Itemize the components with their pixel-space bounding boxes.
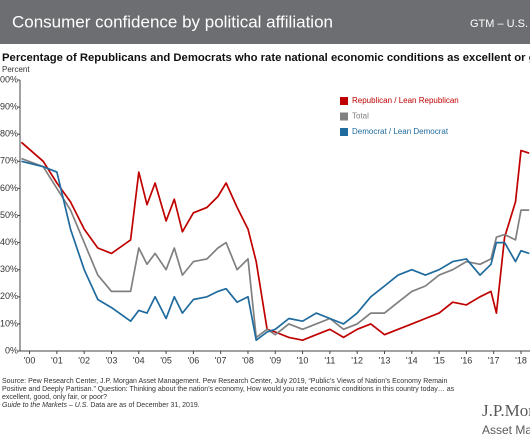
footnote: Source: Pew Research Center, J.P. Morgan… — [2, 378, 447, 385]
series-line — [21, 160, 530, 342]
header-section: GTM – U.S. — [470, 18, 528, 30]
logo-sub: Asset Management — [482, 423, 530, 437]
y-tick-label: 40% — [0, 237, 18, 247]
header-bar — [0, 0, 530, 44]
logo: J.P.Morgan — [482, 401, 530, 420]
x-tick-label: '11 — [324, 355, 335, 365]
legend-label: Republican / Lean Republican — [352, 96, 459, 105]
x-tick-label: '02 — [78, 355, 90, 365]
y-tick-label: 80% — [0, 129, 18, 139]
footnote: excellent, good, only fair, or poor? — [2, 394, 107, 401]
y-tick-label: 60% — [0, 183, 18, 193]
as-of: Data are as of December 31, 2019. — [90, 402, 199, 409]
x-tick-label: '08 — [242, 355, 254, 365]
x-tick-label: '17 — [488, 355, 500, 365]
legend-swatch — [340, 128, 348, 136]
chart-title: Percentage of Republicans and Democrats … — [2, 52, 530, 64]
y-tick-label: 30% — [0, 264, 18, 274]
x-tick-label: '13 — [379, 355, 391, 365]
y-axis-label: Percent — [2, 65, 30, 74]
y-tick-label: 50% — [0, 210, 18, 220]
footnote: Positive and Deeply Partisan.” Question:… — [2, 386, 455, 393]
legend-swatch — [340, 97, 348, 105]
x-tick-label: '16 — [461, 355, 473, 365]
series-line — [20, 141, 530, 342]
x-tick-label: '14 — [406, 355, 418, 365]
y-tick-label: 20% — [0, 291, 18, 301]
y-tick-label: 100% — [0, 74, 18, 84]
x-tick-label: '07 — [215, 355, 227, 365]
x-tick-label: '06 — [188, 355, 200, 365]
x-tick-label: '15 — [433, 355, 445, 365]
legend-label: Total — [352, 112, 369, 121]
series-line — [21, 157, 530, 339]
x-tick-label: '10 — [297, 355, 309, 365]
legend-swatch — [340, 112, 348, 121]
y-tick-label: 0% — [5, 345, 18, 355]
y-tick-label: 70% — [0, 156, 18, 166]
y-tick-label: 10% — [0, 318, 18, 328]
x-tick-label: '01 — [51, 355, 63, 365]
guide: Guide to the Markets – U.S. — [2, 402, 88, 409]
x-tick-label: '05 — [160, 355, 172, 365]
x-tick-label: '09 — [269, 355, 281, 365]
x-tick-label: '03 — [106, 355, 118, 365]
footnote: Guide to the Markets – U.S. Data are as … — [2, 402, 200, 409]
x-tick-label: '00 — [24, 355, 36, 365]
legend-label: Democrat / Lean Democrat — [352, 127, 449, 136]
header-title: Consumer confidence by political affilia… — [12, 12, 333, 31]
x-tick-label: '18 — [515, 355, 527, 365]
y-tick-label: 90% — [0, 101, 18, 111]
x-tick-label: '04 — [133, 355, 145, 365]
x-tick-label: '12 — [351, 355, 363, 365]
